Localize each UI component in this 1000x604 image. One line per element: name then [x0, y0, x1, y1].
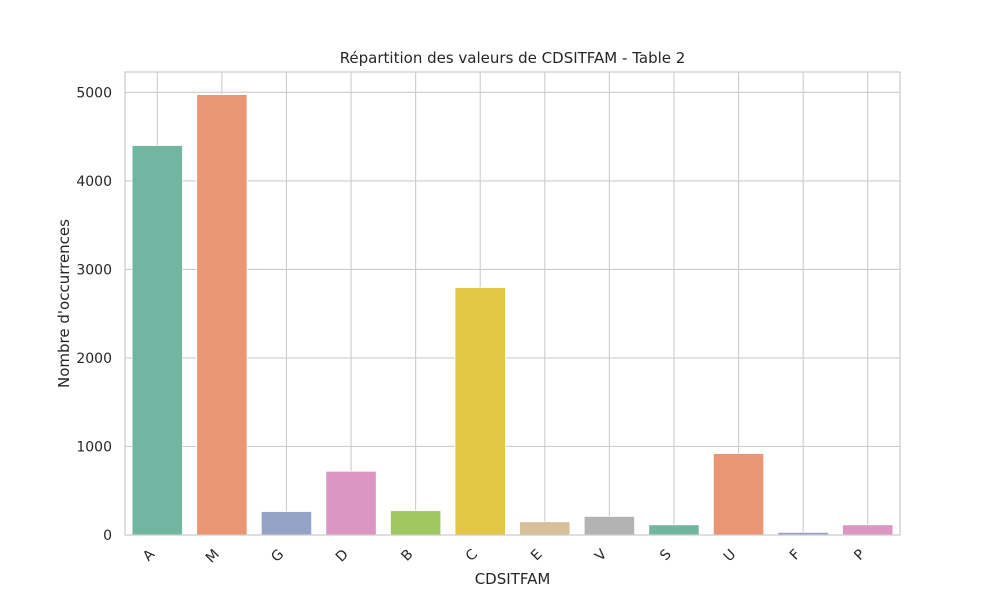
- y-tick-label: 5000: [76, 85, 112, 101]
- bar: [519, 521, 571, 536]
- bar: [712, 453, 765, 536]
- bar: [842, 524, 894, 536]
- bar: [583, 516, 635, 536]
- bar: [131, 145, 183, 536]
- bar: [260, 511, 313, 536]
- chart-title: Répartition des valeurs de CDSITFAM - Ta…: [340, 49, 686, 67]
- y-tick-label: 1000: [76, 439, 112, 455]
- y-tick-label: 4000: [76, 174, 112, 190]
- y-tick-label: 2000: [76, 351, 112, 367]
- bar: [648, 524, 700, 536]
- bar: [196, 94, 248, 536]
- y-tick-label: 0: [103, 528, 112, 544]
- y-axis-title: Nombre d'occurrences: [55, 219, 73, 388]
- bars: [131, 94, 894, 536]
- bar: [390, 510, 442, 536]
- bar: [454, 287, 506, 536]
- x-axis-title: CDSITFAM: [475, 570, 551, 588]
- plot-frame: [124, 71, 901, 536]
- y-tick-label: 3000: [76, 262, 112, 278]
- y-tick-labels: 0 1000 2000 3000 4000 5000: [76, 85, 112, 544]
- bar: [325, 470, 377, 536]
